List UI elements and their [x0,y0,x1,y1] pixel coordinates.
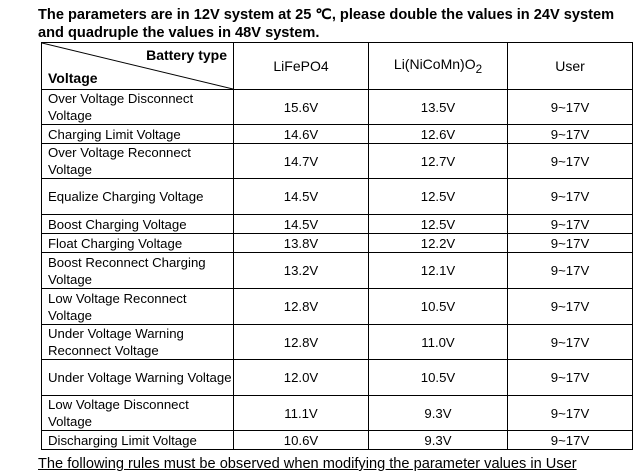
user-value: 9~17V [507,214,633,234]
linicomn-text: Li(NiCoMn)O [393,56,476,73]
param-label: Discharging Limit Voltage [41,430,234,450]
linicomn-value: 9.3V [368,430,508,450]
table-row: Low Voltage Reconnect Voltage 12.8V 10.5V 9… [41,288,633,325]
lifepo4-value: 12.8V [233,288,369,325]
col-header-user: User [507,42,633,90]
voltage-label: Voltage [48,70,98,86]
col-header-lifepo4: LiFePO4 [233,42,369,90]
battery-type-label: Battery type [146,47,227,63]
linicomn-value: 12.7V [368,143,508,179]
linicomn-value: 13.5V [368,89,508,125]
footer-text: The following rules must be observed whe… [38,456,577,472]
table-row: Under Voltage Warning Voltage 12.0V 10.5V 9… [41,359,633,396]
lifepo4-value: 14.5V [233,178,369,215]
user-value: 9~17V [507,143,633,179]
lifepo4-value: 13.2V [233,252,369,289]
linicomn-value: 12.5V [368,214,508,234]
table-row: Over Voltage Reconnect Voltage 14.7V 12.7V… [41,143,633,179]
param-label: Equalize Charging Voltage [41,178,234,215]
table-row: Equalize Charging Voltage 14.5V 12.5V 9~17V [41,178,633,215]
linicomn-value: 12.2V [368,233,508,253]
param-label: Under Voltage Warning Reconnect Voltage [41,324,234,360]
param-label: Under Voltage Warning Voltage [41,359,234,396]
linicomn-value: 10.5V [368,359,508,396]
param-label: Low Voltage Disconnect Voltage [41,395,234,431]
linicomn-value: 10.5V [368,288,508,325]
linicomn-value: 11.0V [368,324,508,360]
table-row: Float Charging Voltage 13.8V 12.2V 9~17V [41,233,633,253]
lifepo4-value: 14.6V [233,124,369,144]
user-value: 9~17V [507,430,633,450]
user-value: 9~17V [507,233,633,253]
param-label: Boost Charging Voltage [41,214,234,234]
lifepo4-value: 12.0V [233,359,369,396]
table-row: Charging Limit Voltage 14.6V 12.6V 9~17V [41,124,633,144]
linicomn-value: 9.3V [368,395,508,431]
user-value: 9~17V [507,252,633,289]
diagonal-header-cell: Battery type Voltage [41,42,234,90]
table-row: Low Voltage Disconnect Voltage 11.1V 9.3V 9… [41,395,633,431]
intro-paragraph: The parameters are in 12V system at 25 ℃… [38,7,615,41]
param-label: Float Charging Voltage [41,233,234,253]
table-row: Under Voltage Warning Reconnect Voltage 1… [41,324,633,360]
param-label: Charging Limit Voltage [41,124,234,144]
lifepo4-value: 11.1V [233,395,369,431]
table-row: Discharging Limit Voltage 10.6V 9.3V 9~17V [41,430,633,450]
parameters-table: Battery type Voltage LiFePO4 Li(NiCoMn)O… [41,42,633,450]
user-value: 9~17V [507,124,633,144]
user-value: 9~17V [507,324,633,360]
linicomn-value: 12.5V [368,178,508,215]
param-label: Over Voltage Reconnect Voltage [41,143,234,179]
user-value: 9~17V [507,89,633,125]
linicomn-value: 12.6V [368,124,508,144]
linicomn-value: 12.1V [368,252,508,289]
lifepo4-value: 12.8V [233,324,369,360]
param-label: Boost Reconnect Charging Voltage [41,252,234,289]
header-row: Battery type Voltage LiFePO4 Li(NiCoMn)O… [41,42,633,90]
table-row: Boost Charging Voltage 14.5V 12.5V 9~17V [41,214,633,234]
user-value: 9~17V [507,395,633,431]
user-value: 9~17V [507,288,633,325]
linicomn-subscript: 2 [475,62,483,76]
table-body: Over Voltage Disconnect Voltage 15.6V 13.5… [41,89,633,450]
col-header-linicomn: Li(NiCoMn)O2 [368,42,508,90]
lifepo4-value: 10.6V [233,430,369,450]
diagonal-divider [42,43,233,89]
lifepo4-value: 15.6V [233,89,369,125]
table-row: Over Voltage Disconnect Voltage 15.6V 13.5… [41,89,633,125]
user-value: 9~17V [507,178,633,215]
table-row: Boost Reconnect Charging Voltage 13.2V 12.… [41,252,633,289]
lifepo4-value: 13.8V [233,233,369,253]
lifepo4-value: 14.5V [233,214,369,234]
param-label: Over Voltage Disconnect Voltage [41,89,234,125]
user-value: 9~17V [507,359,633,396]
param-label: Low Voltage Reconnect Voltage [41,288,234,325]
lifepo4-value: 14.7V [233,143,369,179]
